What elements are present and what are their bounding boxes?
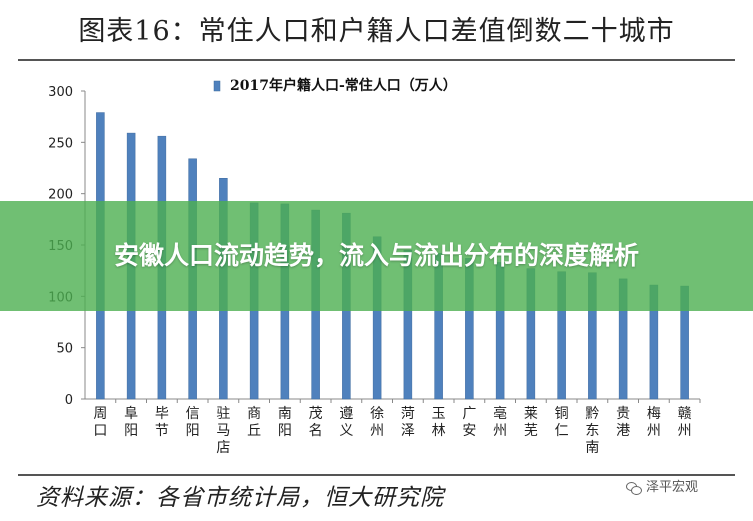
- x-tick-label-char: 林: [432, 423, 446, 439]
- x-tick-label: 南阳: [278, 406, 292, 439]
- chart-legend: 2017年户籍人口-常住人口（万人）: [213, 77, 457, 94]
- x-tick-label-char: 阳: [278, 423, 292, 439]
- x-tick-label: 黔东南: [585, 406, 599, 456]
- legend-swatch: [213, 80, 221, 92]
- title-divider: [18, 59, 735, 61]
- x-tick-label-char: 东: [585, 423, 599, 439]
- x-tick-label-char: 泽: [401, 423, 415, 439]
- x-tick-label-char: 州: [493, 423, 507, 439]
- x-tick-label-char: 遵: [339, 405, 353, 422]
- x-tick-label-char: 贵: [616, 406, 630, 422]
- x-tick-label-char: 广: [462, 406, 476, 422]
- watermark-text: 泽平宏观: [646, 480, 699, 495]
- x-tick-label-char: 南: [278, 406, 292, 422]
- x-tick-label-char: 州: [647, 423, 661, 439]
- headline-text: 安徽人口流动趋势，流入与流出分布的深度解析: [113, 241, 639, 270]
- x-tick-label-char: 节: [155, 423, 169, 439]
- x-tick-label-char: 黔: [585, 406, 599, 422]
- x-tick-label: 莱芜: [524, 406, 538, 439]
- x-tick-label-char: 赣: [678, 406, 692, 422]
- x-tick-label-char: 马: [216, 423, 230, 439]
- figure-title: 图表16：常住人口和户籍人口差值倒数二十城市: [78, 16, 675, 47]
- x-tick-label-char: 阳: [186, 423, 200, 439]
- x-tick-label: 驻马店: [216, 406, 230, 456]
- x-tick-label-char: 安: [462, 423, 476, 439]
- y-tick-label: 200: [48, 188, 73, 203]
- x-tick-label-char: 信: [186, 406, 200, 422]
- x-tick-label-char: 阳: [124, 423, 138, 439]
- x-tick-label-char: 义: [339, 423, 353, 439]
- x-tick-label-char: 州: [678, 423, 692, 439]
- x-tick-label-char: 莱: [524, 406, 538, 422]
- watermark: 泽平宏观: [626, 478, 698, 498]
- x-tick-label: 玉林: [432, 406, 446, 439]
- x-tick-label: 梅州: [647, 406, 661, 439]
- chart-legend-label: 2017年户籍人口-常住人口（万人）: [230, 77, 457, 94]
- x-tick-label-char: 州: [370, 423, 384, 439]
- x-tick-label-char: 毕: [155, 406, 169, 422]
- x-tick-label-char: 名: [309, 423, 323, 439]
- x-tick-label-char: 茂: [309, 405, 323, 422]
- x-tick-label: 广安: [462, 406, 476, 439]
- y-tick-label: 0: [65, 393, 73, 408]
- x-tick-label: 贵港: [616, 406, 630, 439]
- wechat-icon: [626, 481, 642, 495]
- x-tick-label: 铜仁: [555, 406, 569, 439]
- x-tick-label-char: 铜: [555, 406, 569, 422]
- y-tick-label: 50: [56, 342, 73, 357]
- x-tick-label-char: 丘: [247, 423, 261, 439]
- x-tick-label: 遵义: [339, 405, 353, 439]
- x-tick-label-char: 港: [616, 423, 630, 439]
- x-tick-label: 商丘: [247, 406, 261, 439]
- x-tick-label: 菏泽: [401, 406, 415, 439]
- x-tick-label: 赣州: [678, 406, 692, 439]
- y-tick-label: 300: [48, 85, 73, 100]
- x-tick-label-char: 南: [585, 440, 599, 456]
- x-tick-label-char: 玉: [432, 406, 446, 422]
- x-tick-label-char: 店: [216, 440, 230, 456]
- x-tick-label-char: 梅: [647, 406, 661, 422]
- x-tick-label-char: 徐: [370, 406, 384, 422]
- x-tick-label: 毕节: [155, 406, 169, 439]
- x-tick-label: 信阳: [186, 406, 200, 439]
- x-tick-label-char: 芜: [524, 422, 538, 439]
- y-tick-label: 250: [48, 136, 73, 151]
- source-note: 资料来源：各省市统计局，恒大研究院: [36, 485, 444, 511]
- source-divider: [18, 474, 735, 476]
- x-tick-label-char: 阜: [124, 405, 138, 422]
- x-tick-label: 周口: [93, 406, 107, 439]
- x-tick-label-char: 口: [93, 423, 107, 439]
- headline-banner: 安徽人口流动趋势，流入与流出分布的深度解析: [0, 201, 753, 311]
- x-tick-label: 阜阳: [124, 405, 138, 439]
- x-tick-label-char: 周: [93, 406, 107, 422]
- x-tick-label: 徐州: [370, 406, 384, 439]
- x-tick-label: 亳州: [493, 405, 507, 439]
- x-tick-label-char: 亳: [493, 405, 507, 422]
- x-tick-label: 茂名: [309, 405, 323, 439]
- x-tick-label-char: 菏: [401, 406, 415, 422]
- x-tick-label-char: 驻: [216, 406, 230, 422]
- x-tick-label-char: 商: [247, 406, 261, 422]
- x-tick-label-char: 仁: [555, 423, 569, 439]
